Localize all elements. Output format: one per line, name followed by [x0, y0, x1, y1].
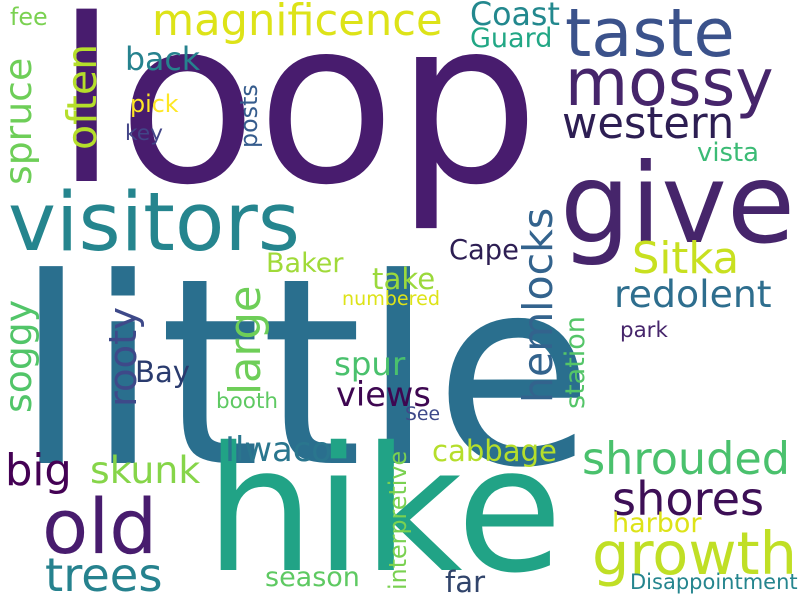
word-big: big [5, 446, 72, 496]
word-little: little [15, 223, 594, 525]
word-back: back [125, 42, 201, 78]
word-far: far [445, 565, 486, 599]
word-cape: Cape [449, 235, 519, 266]
word-station: station [560, 316, 591, 409]
word-booth: booth [216, 389, 279, 414]
word-mossy: mossy [565, 46, 774, 121]
word-fee: fee [10, 3, 48, 31]
word-take: take [372, 262, 436, 296]
word-bay: Bay [135, 355, 191, 389]
word-trees: trees [45, 548, 163, 600]
word-give: give [560, 140, 796, 269]
word-key: key [125, 121, 163, 146]
word-skunk: skunk [90, 448, 201, 492]
word-interpretive: interpretive [384, 450, 412, 590]
word-park: park [620, 318, 668, 343]
word-posts: posts [235, 84, 263, 148]
word-redolent: redolent [614, 272, 772, 316]
word-hemlocks: hemlocks [514, 207, 562, 403]
word-loop: loop [55, 0, 540, 235]
word-large: large [221, 285, 271, 395]
word-harbor: harbor [612, 508, 702, 539]
word-spruce: spruce [0, 57, 40, 185]
word-ilwaco: Ilwaco [225, 430, 332, 469]
word-views: views [336, 375, 431, 414]
word-western: western [562, 99, 735, 149]
word-shrouded: shrouded [582, 434, 791, 485]
word-baker: Baker [266, 248, 344, 279]
word-taste: taste [565, 0, 735, 72]
word-hike: hike [205, 410, 563, 600]
word-soggy: soggy [0, 299, 40, 413]
word-old: old [42, 483, 158, 571]
word-see: See [405, 404, 441, 425]
word-visitors: visitors [8, 176, 300, 270]
word-sitka: Sitka [632, 234, 740, 284]
word-cabbage: cabbage [432, 434, 557, 468]
word-spur: spur [334, 345, 406, 383]
word-numbered: numbered [342, 287, 440, 310]
word-vista: vista [697, 138, 760, 168]
word-coast: Coast [470, 0, 560, 33]
word-disappointment: Disappointment [630, 570, 798, 594]
word-guard: Guard [470, 23, 553, 54]
word-pick: pick [130, 90, 179, 118]
word-often: often [58, 43, 106, 150]
word-season: season [265, 562, 360, 593]
word-shores: shores [612, 472, 765, 526]
word-growth: growth [592, 519, 797, 588]
word-magnificence: magnificence [152, 0, 443, 46]
